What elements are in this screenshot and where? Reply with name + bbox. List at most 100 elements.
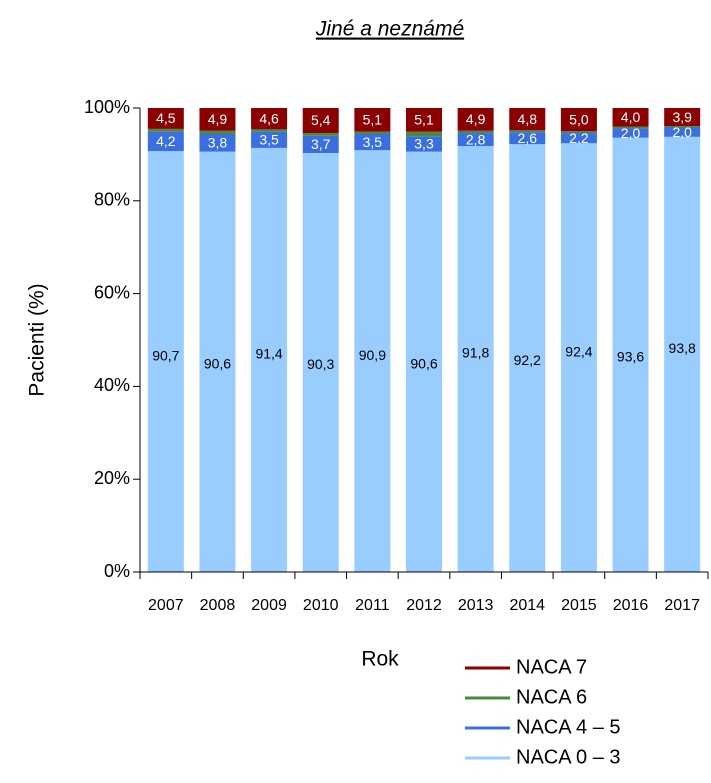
value-label: 3,8 (208, 135, 228, 151)
value-label: 91,8 (462, 345, 489, 361)
x-tick-label: 2013 (458, 597, 494, 614)
y-tick-label: 80% (94, 190, 130, 210)
bar-segment (147, 131, 184, 152)
value-label: 4,5 (156, 110, 176, 126)
bar-segment (147, 108, 184, 129)
x-tick-label: 2007 (148, 597, 184, 614)
legend-label: NACA 4 – 5 (516, 716, 621, 738)
bar-segment (199, 133, 236, 152)
bar-segment (509, 108, 546, 131)
value-label: 2,2 (569, 130, 589, 146)
bar-segment (302, 135, 339, 154)
value-label: 90,9 (359, 347, 386, 363)
bar-segment (354, 133, 391, 151)
value-label: 90,7 (152, 347, 179, 363)
value-label: 93,6 (617, 349, 644, 365)
x-tick-label: 2011 (355, 597, 390, 614)
bar-segment (664, 127, 701, 137)
x-tick-label: 2009 (251, 597, 287, 614)
value-label: 92,4 (565, 343, 592, 359)
value-label: 3,5 (259, 131, 279, 147)
value-label: 2,0 (621, 125, 641, 141)
x-tick-label: 2010 (303, 597, 339, 614)
bar-segment (302, 108, 339, 134)
value-label: 5,0 (569, 111, 589, 127)
value-label: 3,5 (363, 134, 383, 150)
x-tick-label: 2015 (561, 597, 597, 614)
bar-segment (147, 128, 184, 132)
x-tick-label: 2014 (509, 597, 545, 614)
value-label: 3,3 (414, 136, 434, 152)
x-tick-label: 2016 (613, 597, 649, 614)
bar-segment (612, 128, 649, 138)
bar-segment (302, 133, 339, 136)
value-label: 91,4 (255, 346, 282, 362)
bar-segment (199, 108, 236, 131)
bar-segment (560, 131, 597, 134)
y-axis-label: Pacienti (%) (26, 283, 49, 396)
chart-title: Jiné a neznámé (315, 18, 464, 41)
value-label: 90,6 (410, 356, 437, 372)
legend-label: NACA 6 (516, 686, 587, 708)
bar-segment (664, 136, 701, 572)
bar-segment (457, 133, 494, 147)
value-label: 2,6 (518, 130, 538, 146)
y-tick-label: 20% (94, 468, 130, 488)
bar-segment (560, 143, 597, 573)
value-label: 5,4 (311, 112, 331, 128)
value-label: 4,9 (208, 111, 228, 127)
bar-segment (406, 131, 442, 137)
bar-segment (199, 151, 236, 572)
bar-segment (354, 131, 391, 134)
y-tick-label: 100% (84, 97, 130, 117)
legend-label: NACA 7 (516, 656, 587, 678)
bar-segment (354, 150, 391, 572)
y-tick-label: 0% (104, 561, 130, 581)
value-label: 4,6 (259, 110, 279, 126)
bar-segment (612, 108, 649, 127)
bar-segment (457, 146, 494, 572)
x-tick-label: 2008 (200, 597, 236, 614)
value-label: 2,0 (672, 124, 692, 140)
y-tick-label: 60% (94, 282, 130, 302)
x-tick-label: 2017 (664, 597, 700, 614)
value-label: 4,9 (466, 111, 486, 127)
y-tick-label: 40% (94, 375, 130, 395)
bar-segment (251, 147, 288, 573)
bar-segment (251, 108, 288, 130)
bar-segment (406, 151, 442, 572)
bar-segment (251, 129, 288, 132)
bar-segment (251, 131, 288, 148)
bar-segment (664, 126, 701, 128)
bar-segment (664, 108, 701, 127)
value-label: 92,2 (514, 352, 541, 368)
value-label: 93,8 (669, 340, 696, 356)
value-label: 90,3 (307, 356, 334, 372)
value-label: 4,8 (518, 111, 538, 127)
bar-segment (406, 108, 442, 132)
bar-segment (457, 108, 494, 131)
bar-segment (147, 151, 184, 573)
bar-segment (509, 132, 546, 145)
value-label: 5,1 (414, 112, 434, 128)
value-label: 90,6 (204, 356, 231, 372)
bar-segment (560, 133, 597, 144)
bar-segment (457, 130, 494, 134)
bar-segment (199, 130, 236, 134)
legend-label: NACA 0 – 3 (516, 746, 621, 768)
value-label: 4,0 (621, 109, 641, 125)
bar-segment (612, 137, 649, 573)
value-label: 3,9 (672, 109, 692, 125)
bar-segment (612, 126, 649, 129)
bar-segment (406, 136, 442, 152)
bar-segment (509, 144, 546, 572)
bar-segment (354, 108, 391, 132)
x-axis-label: Rok (361, 648, 399, 671)
value-label: 3,7 (311, 136, 331, 152)
bar-segment (509, 130, 546, 133)
value-label: 5,1 (363, 112, 383, 128)
bar-segment (560, 108, 597, 132)
x-tick-label: 2012 (406, 597, 442, 614)
value-label: 4,2 (156, 133, 176, 149)
